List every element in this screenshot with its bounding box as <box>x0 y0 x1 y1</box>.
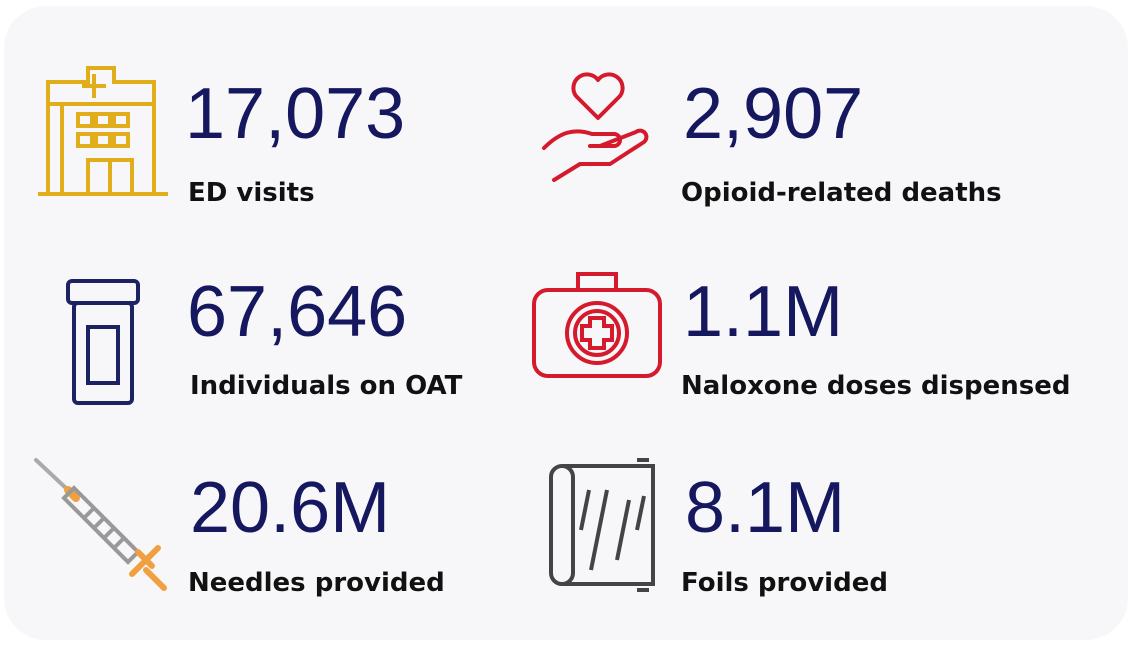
heart-hand-icon <box>542 72 649 182</box>
hospital-icon <box>38 66 168 196</box>
stat-value: 17,073 <box>185 74 406 154</box>
stat-label: ED visits <box>188 178 315 208</box>
syringe-icon <box>34 458 167 591</box>
stat-label: Needles provided <box>188 568 445 598</box>
stat-value: 8.1M <box>685 468 846 548</box>
stat-label: Opioid-related deaths <box>681 178 1002 208</box>
stat-value: 1.1M <box>683 272 844 352</box>
stat-value: 2,907 <box>683 74 864 154</box>
stat-value: 67,646 <box>187 272 408 352</box>
stat-label: Individuals on OAT <box>190 371 463 401</box>
stats-card: 17,073 ED visits 2,907 Opioid-related de… <box>4 6 1128 640</box>
foil-roll-icon <box>549 458 655 592</box>
stat-label: Foils provided <box>681 568 888 598</box>
stat-label: Naloxone doses dispensed <box>681 371 1071 401</box>
pill-bottle-icon <box>66 279 140 405</box>
first-aid-icon <box>532 272 662 378</box>
stat-value: 20.6M <box>190 468 391 548</box>
